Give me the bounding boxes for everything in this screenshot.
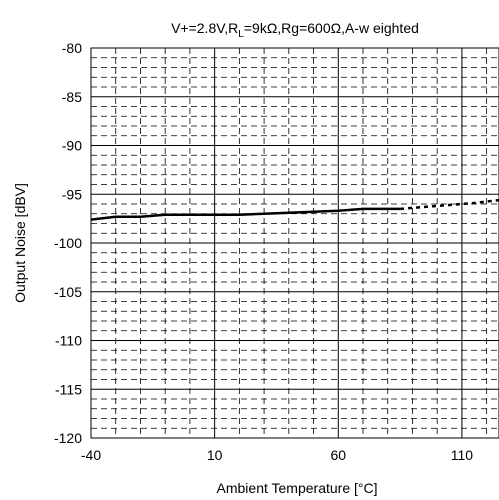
chart-title-suffix: =9kΩ,Rg=600Ω,A-w eighted xyxy=(244,20,419,36)
y-tick-label: -80 xyxy=(62,40,82,56)
x-tick-label: 60 xyxy=(330,447,346,463)
x-axis-tick-labels: -40 10 60 110 xyxy=(81,447,473,463)
x-tick-label: 10 xyxy=(207,447,223,463)
y-tick-label: -95 xyxy=(62,186,82,202)
series-line-solid xyxy=(90,207,401,221)
series-layer xyxy=(90,198,499,221)
x-axis-title: Ambient Temperature [°C] xyxy=(217,480,378,496)
x-tick-label: -40 xyxy=(81,447,101,463)
y-tick-label: -85 xyxy=(62,89,82,105)
y-tick-label: -105 xyxy=(54,284,82,300)
y-tick-label: -100 xyxy=(54,235,82,251)
major-grid xyxy=(90,47,499,439)
y-tick-label: -115 xyxy=(55,381,82,397)
series-line-dotted xyxy=(399,198,499,211)
chart-title-subscript: L xyxy=(238,29,244,40)
y-tick-label: -90 xyxy=(62,138,82,154)
y-axis-title: Output Noise [dBV] xyxy=(12,183,28,303)
y-axis-tick-labels: -80 -85 -90 -95 -100 -105 -110 -115 -120 xyxy=(54,40,82,446)
y-tick-label: -110 xyxy=(55,333,82,349)
chart-title-prefix: V+=2.8V,R xyxy=(171,20,238,36)
x-tick-label: 110 xyxy=(451,447,474,463)
y-tick-label: -120 xyxy=(54,430,82,446)
chart-title: V+=2.8V,RL=9kΩ,Rg=600Ω,A-w eighted xyxy=(171,20,419,40)
plot-area-frame xyxy=(90,47,499,439)
